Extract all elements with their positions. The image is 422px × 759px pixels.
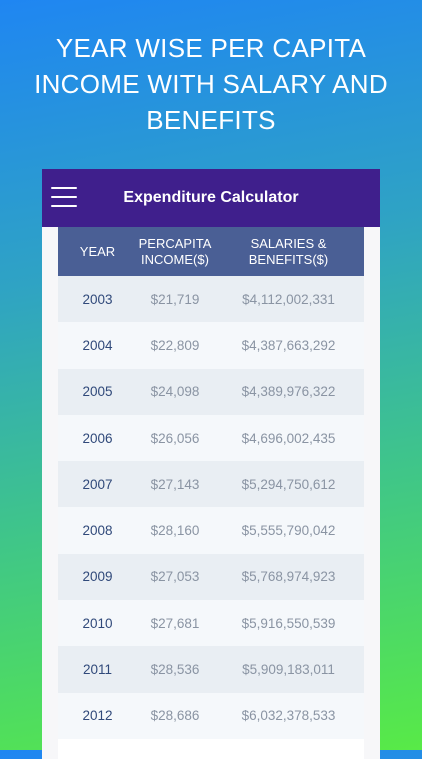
cell-year: 2005 [82,384,113,400]
cell-per-capita: $22,809 [150,337,200,353]
cell-per-capita: $27,143 [150,476,200,492]
table-row[interactable]: 2004 $22,809 $4,387,663,292 [58,322,364,369]
cell-year: 2008 [82,523,113,539]
cell-per-capita: $27,053 [150,569,200,585]
cell-salaries: $5,916,550,539 [241,615,336,631]
promo-headline: YEAR WISE PER CAPITA INCOME WITH SALARY … [34,33,388,135]
cell-year: 2004 [82,337,113,353]
cell-year: 2006 [82,430,113,446]
cell-year: 2010 [82,615,113,631]
cell-year: 2003 [82,291,113,307]
header-year: YEAR [79,243,116,259]
cell-per-capita: $24,098 [150,384,200,400]
app-title: Expenditure Calculator [123,189,299,206]
table-row[interactable]: 2012 $28,686 $6,032,378,533 [58,692,364,739]
header-salaries: SALARIES & BENEFITS($) [248,235,329,267]
cell-salaries: $5,555,790,042 [241,523,336,539]
cell-salaries: $6,032,378,533 [241,708,336,724]
table-row[interactable]: 2008 $28,160 $5,555,790,042 [58,507,364,554]
table-row[interactable]: 2010 $27,681 $5,916,550,539 [58,600,364,647]
hamburger-menu-icon[interactable] [51,184,77,210]
cell-per-capita: $28,686 [150,708,200,724]
income-table: YEAR PERCAPITA INCOME($) SALARIES & BENE… [58,227,364,759]
table-row[interactable]: 2009 $27,053 $5,768,974,923 [58,553,364,601]
table-body: 2003 $21,719 $4,112,002,331 2004 $22,809 $4,3… [58,276,364,739]
cell-salaries: $4,389,976,322 [241,384,336,400]
cell-per-capita: $28,160 [150,523,200,539]
cell-per-capita: $26,056 [150,430,200,446]
cell-per-capita: $21,719 [150,291,200,307]
cell-salaries: $5,768,974,923 [241,569,336,585]
table-row[interactable]: 2011 $28,536 $5,909,183,011 [58,646,364,693]
cell-per-capita: $28,536 [150,662,200,678]
app-screen: Expenditure Calculator YEAR PERCAPITA IN… [42,169,380,759]
cell-salaries: $5,294,750,612 [241,476,336,492]
table-header: YEAR PERCAPITA INCOME($) SALARIES & BENE… [58,227,364,276]
cell-salaries: $5,909,183,011 [242,662,335,678]
cell-year: 2011 [82,662,113,678]
app-bar: Expenditure Calculator [42,169,380,227]
table-row[interactable]: 2005 $24,098 $4,389,976,322 [58,368,364,415]
table-row[interactable]: 2006 $26,056 $4,696,002,435 [58,414,364,462]
cell-salaries: $4,387,663,292 [241,337,336,353]
cell-per-capita: $27,681 [150,615,200,631]
header-per-capita: PERCAPITA INCOME($) [138,235,212,267]
cell-year: 2009 [82,569,113,585]
cell-salaries: $4,112,002,331 [242,291,335,307]
cell-salaries: $4,696,002,435 [241,430,336,446]
cell-year: 2012 [82,708,113,724]
cell-year: 2007 [82,476,113,492]
table-row[interactable]: 2007 $27,143 $5,294,750,612 [58,461,364,508]
table-row[interactable]: 2003 $21,719 $4,112,002,331 [58,276,364,323]
